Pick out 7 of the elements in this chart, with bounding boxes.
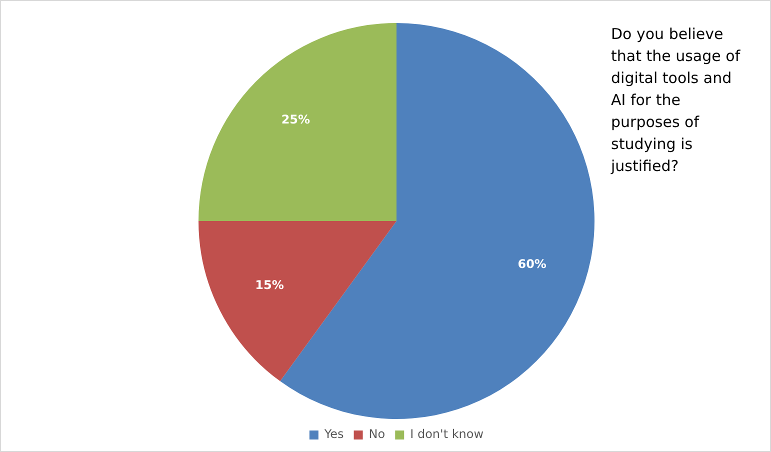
legend-label: I don't know (410, 427, 484, 442)
data-label: 15% (255, 278, 284, 292)
legend-label: No (368, 427, 386, 442)
legend-label: Yes (323, 427, 344, 442)
data-label: 25% (281, 112, 310, 126)
data-label: 60% (518, 257, 546, 272)
text: Do you believe that the usage of digital tools and AI for the purposes of studying is justified? (611, 24, 742, 177)
